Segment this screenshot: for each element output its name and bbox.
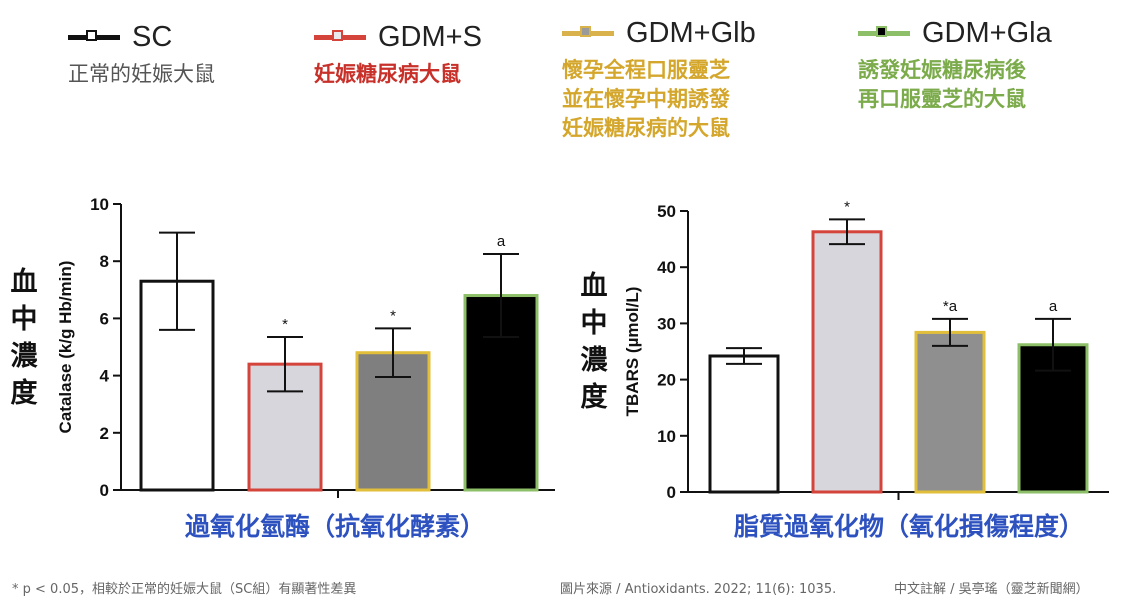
y-tick-label: 20 <box>657 371 676 390</box>
legend-desc: 正常的妊娠大鼠 <box>68 62 215 86</box>
bar-sc <box>708 354 780 494</box>
legend-name: GDM+Glb <box>626 16 756 49</box>
legend-name: GDM+S <box>378 20 482 53</box>
y-tick-label: 6 <box>100 309 109 328</box>
y-tick-label: 40 <box>657 258 676 277</box>
significance-mark: a <box>497 233 506 250</box>
y-tick-label: 0 <box>667 483 676 502</box>
legend-desc: 誘發妊娠糖尿病後 再口服靈芝的大鼠 <box>858 58 1026 111</box>
legend-item-gdm-gla: GDM+Gla 誘發妊娠糖尿病後 再口服靈芝的大鼠 <box>858 16 1052 114</box>
significance-mark: *a <box>943 298 958 315</box>
legend-item-sc: SC 正常的妊娠大鼠 <box>68 20 215 89</box>
y-tick-label: 50 <box>657 202 676 221</box>
significance-mark: a <box>1049 298 1058 315</box>
legend-name: SC <box>132 20 173 53</box>
y-tick-label: 10 <box>657 427 676 446</box>
significance-mark: * <box>390 307 396 324</box>
legend-item-gdm-glb: GDM+Glb 懷孕全程口服靈芝 並在懷孕中期誘發 妊娠糖尿病的大鼠 <box>562 16 756 143</box>
tbars-chart: 0 10 20 30 40 50 TBARS (µmol/L) 血中濃度 * *a a 脂質過氧化物（… <box>581 198 1109 541</box>
legend-swatch <box>562 25 614 37</box>
footnote-source: 圖片來源 / Antioxidants. 2022; 11(6): 1035. <box>560 582 837 597</box>
chart-title: 過氧化氫酶（抗氧化酵素） <box>185 512 485 541</box>
significance-mark: * <box>282 316 288 333</box>
legend-item-gdm-s: GDM+S 妊娠糖尿病大鼠 <box>314 20 482 89</box>
footnote-significance: * p < 0.05，相較於正常的妊娠大鼠（SC組）有顯著性差異 <box>12 582 357 597</box>
catalase-chart: 0 2 4 6 8 10 Catalase (k/g Hb/min) 血中濃度 * * a 過氧化氫酶… <box>11 195 555 541</box>
chart-title: 脂質過氧化物（氧化損傷程度） <box>734 512 1084 541</box>
bar-gdm-glb <box>914 330 986 494</box>
footnote-credit: 中文註解 / 吳亭瑤（靈芝新聞網） <box>894 582 1089 597</box>
y-axis-label: TBARS (µmol/L) <box>623 287 642 417</box>
y-tick-label: 10 <box>90 195 109 214</box>
legend-name: GDM+Gla <box>922 16 1052 49</box>
y-tick-label: 4 <box>100 367 110 386</box>
legend-swatch <box>858 25 910 37</box>
significance-mark: * <box>844 198 850 215</box>
y-axis-label-cn: 血中濃度 <box>581 271 609 413</box>
bar-gdm-s <box>811 230 883 494</box>
legend-swatch <box>68 29 120 41</box>
y-axis-label: Catalase (k/g Hb/min) <box>56 261 75 434</box>
y-tick-label: 0 <box>100 481 109 500</box>
y-tick-label: 30 <box>657 314 676 333</box>
legend-desc: 懷孕全程口服靈芝 並在懷孕中期誘發 妊娠糖尿病的大鼠 <box>562 58 730 140</box>
y-tick-label: 2 <box>100 424 109 443</box>
y-tick-label: 8 <box>100 252 109 271</box>
legend-desc: 妊娠糖尿病大鼠 <box>314 62 461 86</box>
legend-swatch <box>314 29 366 41</box>
y-axis-label-cn: 血中濃度 <box>11 267 39 409</box>
